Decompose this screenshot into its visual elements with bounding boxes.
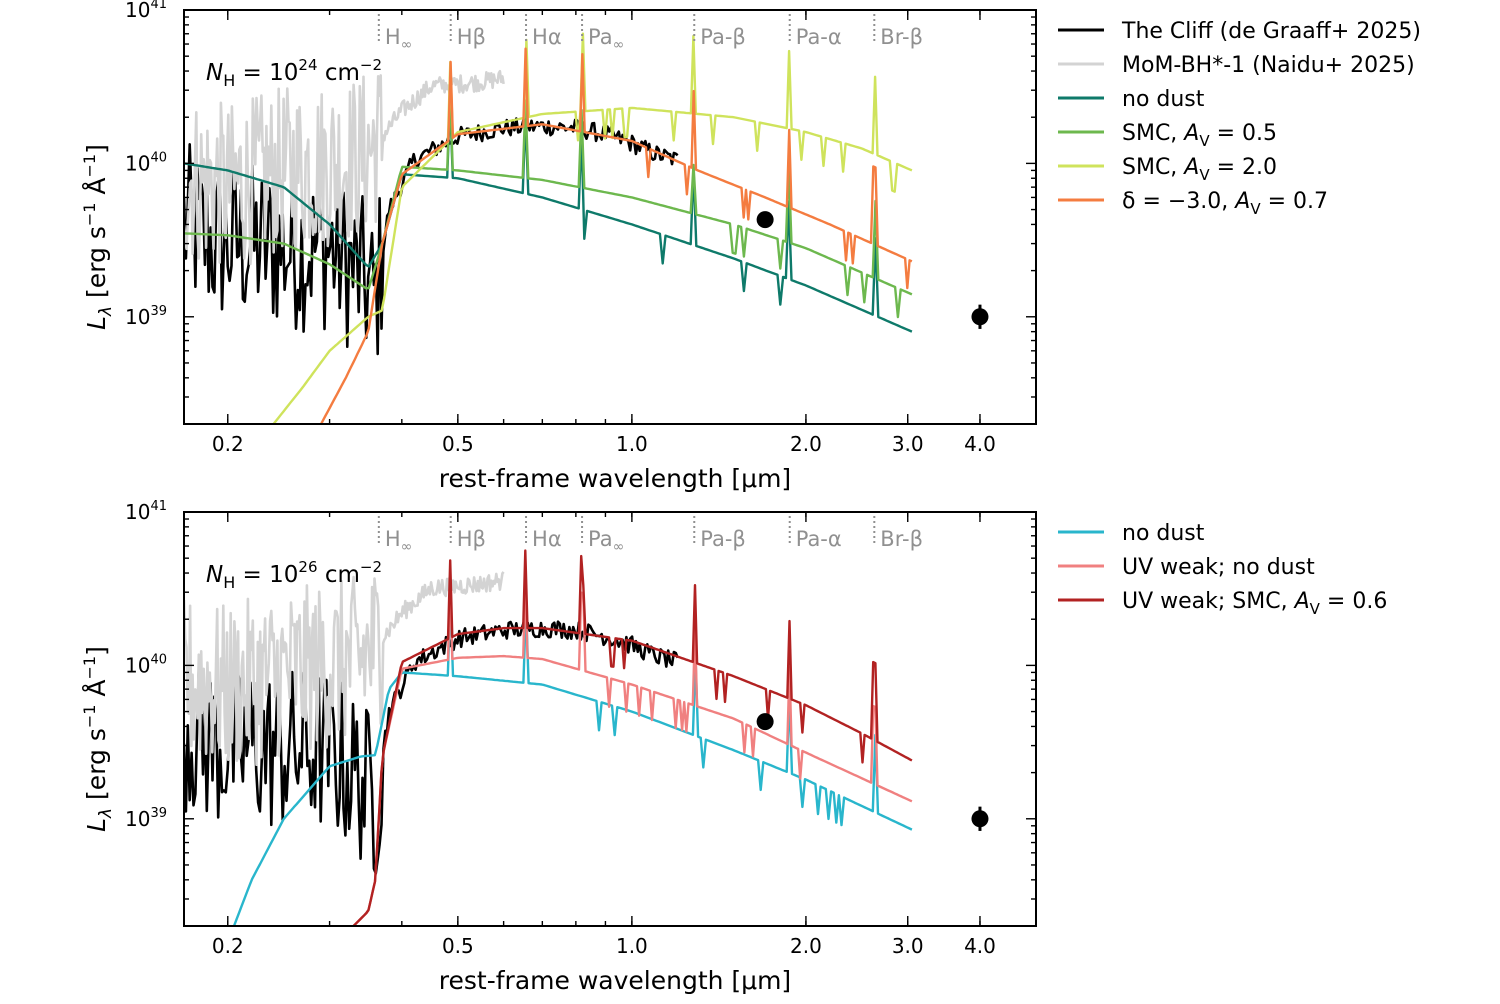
legend-label: UV weak; SMC, AV = 0.6 bbox=[1122, 589, 1387, 618]
y-tick-label: 1040 bbox=[125, 150, 167, 175]
x-tick-label: 3.0 bbox=[892, 934, 924, 958]
line-marker-label: Pa∞ bbox=[588, 25, 624, 53]
data-point-2 bbox=[971, 810, 989, 828]
legend-label: UV weak; no dust bbox=[1122, 555, 1315, 580]
y-tick-label: 1039 bbox=[125, 304, 167, 329]
legend-label: no dust bbox=[1122, 87, 1205, 112]
axes-frame bbox=[183, 9, 1037, 425]
line-marker-label: Pa∞ bbox=[588, 527, 624, 555]
x-tick-label: 0.2 bbox=[212, 432, 244, 456]
plot-area bbox=[184, 32, 913, 424]
y-tick-label: 1041 bbox=[125, 499, 167, 524]
line-marker-label: Pa-α bbox=[796, 25, 842, 49]
x-tick-label: 4.0 bbox=[964, 432, 996, 456]
series-line-2 bbox=[184, 571, 505, 766]
x-tick-label: 1.0 bbox=[616, 934, 648, 958]
line-marker-label: Br-β bbox=[880, 25, 923, 49]
data-point-1 bbox=[756, 713, 774, 731]
panel-1: H∞ Hβ Hα Pa∞ Pa-β Pa-α Br-β 0.2 0.5 1.0 2.0 3.0 4.0 1… bbox=[80, 0, 1421, 493]
y-tick-label: 1041 bbox=[125, 0, 167, 22]
panel-2: H∞ Hβ Hα Pa∞ Pa-β Pa-α Br-β 0.2 0.5 1.0 2.0 3.0 4.0 1… bbox=[80, 499, 1387, 995]
column-density-label: NH = 1026 cm−2 bbox=[206, 558, 382, 592]
x-axis-title: rest-frame wavelength [μm] bbox=[439, 464, 791, 493]
line-marker-label: Hβ bbox=[457, 527, 486, 551]
data-point-1 bbox=[756, 211, 774, 229]
y-axis-title: Lλ [erg s−1 Å−1] bbox=[80, 646, 116, 832]
line-marker-label: Hα bbox=[532, 25, 562, 49]
series-line-3 bbox=[184, 99, 913, 333]
x-tick-label: 0.5 bbox=[442, 934, 474, 958]
x-tick-label: 2.0 bbox=[790, 432, 822, 456]
line-marker-label: Hβ bbox=[457, 25, 486, 49]
series-line-5 bbox=[272, 32, 913, 424]
series-line-5 bbox=[352, 549, 913, 926]
line-marker-label: Hα bbox=[532, 527, 562, 551]
legend-label: The Cliff (de Graaff+ 2025) bbox=[1121, 19, 1421, 44]
x-tick-label: 0.5 bbox=[442, 432, 474, 456]
series-line-4 bbox=[184, 91, 913, 319]
x-tick-label: 4.0 bbox=[964, 934, 996, 958]
x-tick-label: 0.2 bbox=[212, 934, 244, 958]
line-marker-label: Pa-β bbox=[700, 527, 746, 551]
legend-label: SMC, AV = 2.0 bbox=[1122, 155, 1277, 184]
y-tick-label: 1040 bbox=[125, 652, 167, 677]
series-line-6 bbox=[320, 47, 913, 424]
y-tick-label: 1039 bbox=[125, 806, 167, 831]
x-tick-label: 2.0 bbox=[790, 934, 822, 958]
axes-frame bbox=[183, 511, 1037, 927]
y-axis-title: Lλ [erg s−1 Å−1] bbox=[80, 144, 116, 330]
line-marker-label: H∞ bbox=[385, 25, 412, 53]
legend: no dust UV weak; no dust UV weak; SMC, AV … bbox=[1058, 521, 1387, 618]
x-tick-label: 3.0 bbox=[892, 432, 924, 456]
legend-label: SMC, AV = 0.5 bbox=[1122, 121, 1277, 150]
data-point-2 bbox=[971, 308, 989, 326]
legend: The Cliff (de Graaff+ 2025) MoM-BH*-1 (Na… bbox=[1058, 19, 1421, 218]
legend-label: MoM-BH*-1 (Naidu+ 2025) bbox=[1122, 53, 1415, 78]
line-marker-label: Br-β bbox=[880, 527, 923, 551]
line-marker-label: Pa-β bbox=[700, 25, 746, 49]
plot-area bbox=[184, 549, 913, 926]
legend-label: no dust bbox=[1122, 521, 1205, 546]
line-marker-label: Pa-α bbox=[796, 527, 842, 551]
x-tick-label: 1.0 bbox=[616, 432, 648, 456]
legend-label: δ = −3.0, AV = 0.7 bbox=[1122, 189, 1328, 218]
column-density-label: NH = 1024 cm−2 bbox=[206, 56, 382, 90]
line-marker-label: H∞ bbox=[385, 527, 412, 555]
series-line-4 bbox=[352, 579, 913, 926]
x-axis-title: rest-frame wavelength [μm] bbox=[439, 966, 791, 995]
